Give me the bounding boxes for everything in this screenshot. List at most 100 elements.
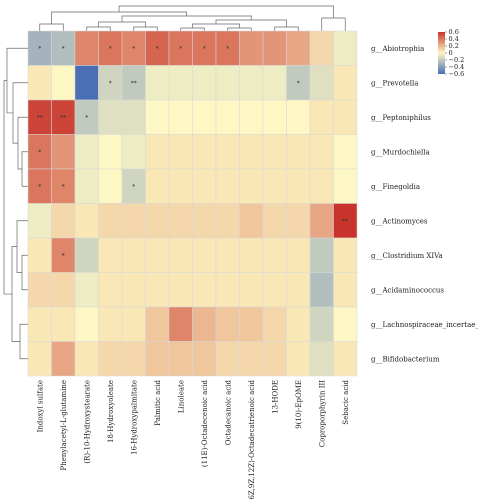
heatmap-cell: [239, 168, 264, 204]
heatmap-cell: [192, 168, 217, 204]
heatmap-cell: [121, 306, 146, 342]
heatmap-cell: [262, 306, 287, 342]
significance-marker: *: [297, 80, 300, 87]
heatmap-cell: [74, 203, 99, 239]
heatmap-cell: [309, 237, 334, 273]
colorbar-tick-label: 0.6: [449, 28, 459, 36]
heatmap-cell: [309, 272, 334, 308]
heatmap-cell: [309, 168, 334, 204]
heatmap-cell: [262, 237, 287, 273]
row-label: g__Actinomyces: [371, 217, 428, 225]
dendrogram-branch: [121, 15, 252, 22]
significance-marker: *: [62, 252, 65, 259]
heatmap-cell: [74, 237, 99, 273]
dendrogram-branch: [86, 26, 111, 31]
heatmap-cell: [239, 237, 264, 273]
heatmap-cell: [215, 99, 240, 135]
heatmap-cell: [145, 65, 170, 101]
heatmap-cell: [309, 134, 334, 170]
heatmap-cell: [239, 134, 264, 170]
heatmap-cell: [121, 272, 146, 308]
significance-marker: **: [60, 114, 66, 121]
heatmap-cell: [74, 272, 99, 308]
colorbar: [438, 32, 445, 74]
heatmap-cell: [74, 306, 99, 342]
heatmap-cell: [145, 306, 170, 342]
heatmap-cell: [145, 203, 170, 239]
column-label: Coproporphyrin III: [318, 380, 326, 447]
column-label: (6Z,9Z,12Z)-Octadecatrienoic acid: [248, 379, 256, 500]
column-label: Indoxyl sulfate: [36, 380, 44, 432]
heatmap-cell: [168, 272, 193, 308]
heatmap-cell: [121, 134, 146, 170]
heatmap-cell: [309, 30, 334, 66]
dendrogram-branch: [192, 23, 240, 28]
dendrogram-branch: [274, 26, 299, 31]
row-label: g__Prevotella: [371, 79, 418, 87]
significance-marker: *: [38, 45, 41, 52]
heatmap-cell: [168, 341, 193, 377]
heatmap-cell: [145, 341, 170, 377]
heatmap-cell: [215, 341, 240, 377]
heatmap-cell: [168, 237, 193, 273]
column-label: Phenylacetyl-L-glutamine: [60, 380, 68, 470]
dendrogram-branch: [19, 323, 28, 360]
heatmap-cell: [286, 168, 311, 204]
heatmap-cell: [27, 65, 52, 101]
heatmap-cell: [309, 203, 334, 239]
heatmap-cell: [286, 341, 311, 377]
significance-marker: *: [226, 45, 229, 52]
heatmap-cell: [145, 134, 170, 170]
heatmap-cell: [27, 341, 52, 377]
dendrogram-branch: [21, 151, 28, 187]
heatmap-cell: [309, 306, 334, 342]
heatmap-cell: [286, 237, 311, 273]
heatmap-cell: [239, 99, 264, 135]
heatmap-cell: [215, 168, 240, 204]
column-label: Linoleate: [177, 380, 185, 413]
heatmap-cell: [309, 341, 334, 377]
significance-marker: **: [37, 114, 43, 121]
heatmap-cell: [192, 203, 217, 239]
heatmap-cell: [121, 341, 146, 377]
significance-markers: * * * * * * * ** ** *** ** *** * ****: [37, 45, 349, 259]
heatmap-cell: [74, 30, 99, 66]
heatmap-cell: [121, 99, 146, 135]
colorbar-tick-label: 0: [449, 49, 453, 57]
column-labels: Indoxyl sulfate Phenylacetyl-L-glutamine (…: [36, 379, 350, 500]
color-legend: 0.60.40.20−0.2−0.4−0.6: [438, 28, 464, 78]
heatmap-cell: [145, 272, 170, 308]
dendrogram-branch: [39, 23, 64, 31]
heatmap-cell: [51, 203, 76, 239]
heatmap-cell: [192, 237, 217, 273]
heatmap-cell: [74, 341, 99, 377]
heatmap-cell: [192, 65, 217, 101]
significance-marker: *: [109, 45, 112, 52]
heatmap-cell: [51, 341, 76, 377]
heatmap-cell: [192, 99, 217, 135]
dendrogram-branch: [118, 5, 334, 18]
dendrogram-branch: [6, 47, 28, 114]
heatmap-cell: [98, 134, 123, 170]
colorbar-tick-label: 0.2: [449, 42, 459, 50]
dendrogram-branch: [11, 246, 20, 342]
row-label: g__Acidaminococcus: [371, 286, 444, 294]
heatmap-cell: [215, 65, 240, 101]
heatmap-cell: [286, 134, 311, 170]
heatmap-cell: [286, 30, 311, 66]
heatmap-cell: [98, 203, 123, 239]
significance-marker: **: [342, 218, 348, 225]
column-label: 9(10)-EpOME: [295, 380, 303, 429]
significance-marker: *: [62, 45, 65, 52]
heatmap-cell: [215, 134, 240, 170]
significance-marker: *: [132, 45, 135, 52]
heatmap-cell: [27, 306, 52, 342]
significance-marker: *: [85, 114, 88, 121]
heatmap-cell: [168, 134, 193, 170]
heatmap-cell: [239, 203, 264, 239]
dendrogram-branch: [321, 17, 346, 31]
column-label: (R)-10-Hydroxystearate: [83, 380, 91, 464]
heatmap-cell: [145, 99, 170, 135]
colorbar-tick-label: −0.4: [449, 63, 465, 71]
heatmap-cell: [333, 237, 358, 273]
